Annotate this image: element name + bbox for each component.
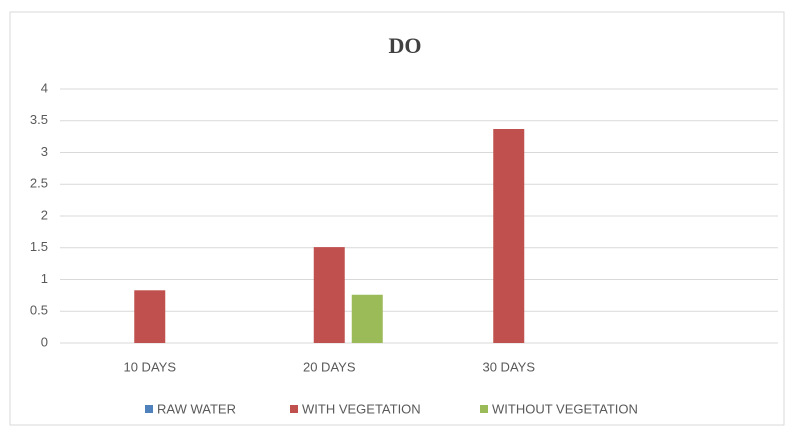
x-tick-label: 30 DAYS: [482, 359, 535, 374]
y-tick-label: 0: [41, 334, 48, 349]
x-tick-label: 20 DAYS: [303, 359, 356, 374]
y-tick-label: 4: [41, 80, 48, 95]
legend-marker: [145, 405, 153, 413]
y-tick-label: 0.5: [30, 303, 48, 318]
x-tick-label: 10 DAYS: [123, 359, 176, 374]
y-tick-label: 2: [41, 207, 48, 222]
bar: [313, 247, 345, 343]
legend-label: WITH VEGETATION: [302, 401, 421, 416]
y-tick-label: 2.5: [30, 176, 48, 191]
bar: [493, 129, 525, 343]
legend-marker: [480, 405, 488, 413]
chart-title: DO: [389, 33, 422, 58]
y-tick-label: 3.5: [30, 112, 48, 127]
bar: [134, 290, 166, 343]
y-tick-label: 1.5: [30, 239, 48, 254]
legend-label: RAW WATER: [157, 401, 236, 416]
legend-marker: [290, 405, 298, 413]
y-tick-label: 1: [41, 271, 48, 286]
legend-label: WITHOUT VEGETATION: [492, 401, 638, 416]
y-tick-label: 3: [41, 144, 48, 159]
bar: [351, 294, 383, 343]
chart-frame: [9, 11, 785, 426]
